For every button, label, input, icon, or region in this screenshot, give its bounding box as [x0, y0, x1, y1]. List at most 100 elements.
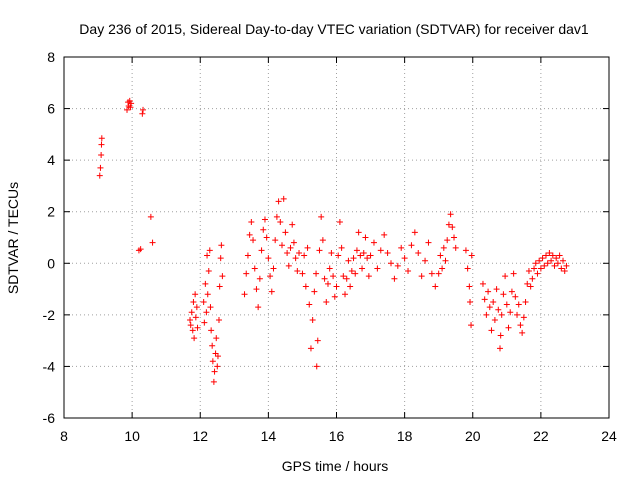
- data-point: [556, 252, 563, 259]
- data-point: [503, 301, 510, 308]
- data-point: [253, 286, 260, 293]
- data-point: [246, 231, 253, 238]
- data-point: [483, 311, 490, 318]
- y-tick-label: 8: [47, 49, 55, 65]
- y-tick-label: 2: [47, 204, 55, 220]
- data-point: [440, 244, 447, 251]
- data-point: [507, 309, 514, 316]
- y-tick-label: 4: [47, 152, 55, 168]
- data-point: [287, 244, 294, 251]
- data-point: [190, 298, 197, 305]
- data-point: [464, 265, 471, 272]
- data-point: [490, 298, 497, 305]
- data-point: [347, 283, 354, 290]
- data-point: [493, 286, 500, 293]
- data-point: [522, 298, 529, 305]
- data-point: [486, 304, 493, 311]
- data-point: [251, 265, 258, 272]
- data-point: [515, 301, 522, 308]
- x-axis-title: GPS time / hours: [282, 458, 389, 474]
- x-tick-label: 22: [533, 428, 549, 444]
- data-point: [401, 255, 408, 262]
- data-point: [532, 260, 539, 267]
- data-point: [97, 164, 104, 171]
- data-point: [126, 97, 133, 104]
- data-point: [250, 237, 257, 244]
- data-point: [415, 249, 422, 256]
- data-point: [343, 275, 350, 282]
- data-point: [316, 247, 323, 254]
- data-point: [558, 265, 565, 272]
- data-point: [345, 257, 352, 264]
- data-point: [360, 249, 367, 256]
- data-point: [479, 280, 486, 287]
- data-point: [304, 244, 311, 251]
- data-point: [314, 337, 321, 344]
- data-point: [214, 363, 221, 370]
- x-tick-label: 14: [261, 428, 277, 444]
- data-point: [290, 239, 297, 246]
- data-point: [256, 275, 263, 282]
- data-point: [502, 273, 509, 280]
- data-point: [359, 265, 366, 272]
- data-point: [362, 234, 369, 241]
- data-point: [481, 296, 488, 303]
- data-point: [365, 273, 372, 280]
- data-point: [200, 298, 207, 305]
- data-point: [561, 268, 568, 275]
- data-point: [311, 288, 318, 295]
- data-point: [524, 280, 531, 287]
- data-point: [206, 247, 213, 254]
- data-point: [485, 288, 492, 295]
- data-point: [241, 291, 248, 298]
- y-tick-label: 0: [47, 255, 55, 271]
- data-point: [508, 288, 515, 295]
- data-point: [128, 100, 135, 107]
- data-point: [534, 270, 541, 277]
- data-point: [500, 291, 507, 298]
- data-point: [353, 247, 360, 254]
- x-tick-label: 20: [465, 428, 481, 444]
- data-point: [520, 314, 527, 321]
- data-point: [510, 270, 517, 277]
- data-point: [204, 291, 211, 298]
- data-point: [209, 358, 216, 365]
- data-point: [217, 255, 224, 262]
- data-point: [425, 239, 432, 246]
- data-point: [338, 244, 345, 251]
- data-point: [289, 221, 296, 228]
- data-point: [207, 304, 214, 311]
- data-point: [260, 226, 267, 233]
- data-point: [428, 270, 435, 277]
- x-tick-label: 16: [329, 428, 345, 444]
- y-tick-label: -2: [43, 307, 56, 323]
- data-point: [546, 249, 553, 256]
- data-point: [208, 327, 215, 334]
- data-point: [519, 329, 526, 336]
- data-point: [189, 327, 196, 334]
- data-point: [348, 268, 355, 275]
- data-point: [98, 141, 105, 148]
- data-point: [213, 335, 220, 342]
- data-point: [98, 135, 105, 142]
- data-point: [219, 273, 226, 280]
- data-point: [265, 255, 272, 262]
- data-point: [398, 244, 405, 251]
- data-point: [209, 342, 216, 349]
- data-point: [268, 288, 275, 295]
- data-point: [284, 249, 291, 256]
- data-point: [439, 265, 446, 272]
- data-point: [323, 298, 330, 305]
- data-point: [435, 270, 442, 277]
- data-point: [210, 378, 217, 385]
- data-point: [432, 283, 439, 290]
- data-point: [340, 273, 347, 280]
- data-point: [498, 311, 505, 318]
- data-point: [296, 249, 303, 256]
- data-point: [539, 255, 546, 262]
- data-point: [202, 280, 209, 287]
- chart-title: Day 236 of 2015, Sidereal Day-to-day VTE…: [79, 21, 589, 37]
- x-tick-label: 18: [397, 428, 413, 444]
- data-point: [188, 309, 195, 316]
